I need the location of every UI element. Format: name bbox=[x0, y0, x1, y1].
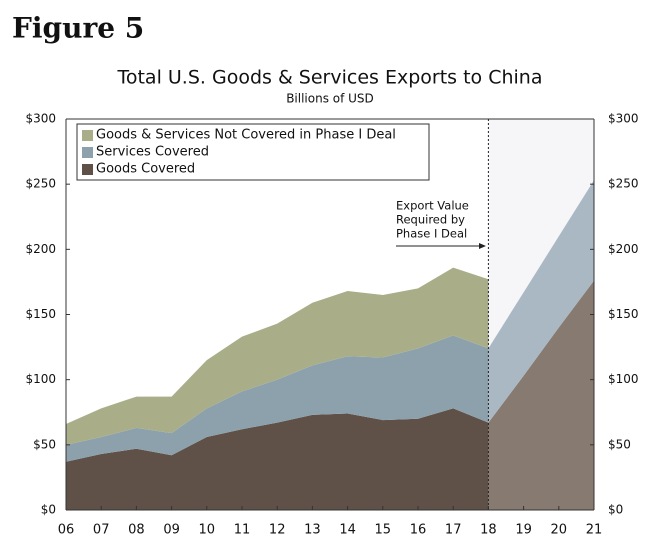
y2-tick-label: $250 bbox=[608, 177, 639, 191]
y-tick-label: $200 bbox=[25, 242, 56, 256]
x-tick-label: 12 bbox=[269, 523, 286, 538]
x-tick-label: 11 bbox=[234, 523, 251, 538]
area bbox=[66, 267, 489, 445]
x-tick-label: 06 bbox=[58, 523, 75, 538]
legend-label: Services Covered bbox=[96, 145, 209, 160]
y-tick-label: $0 bbox=[41, 503, 56, 517]
figure-label: Figure 5 bbox=[12, 12, 144, 45]
annotation: Required by bbox=[396, 213, 465, 227]
y-tick-label: $150 bbox=[25, 307, 56, 321]
x-tick-label: 17 bbox=[445, 523, 462, 538]
y2-tick-label: $0 bbox=[608, 503, 623, 517]
legend-box bbox=[76, 123, 430, 181]
x-tick-label: 09 bbox=[163, 523, 180, 538]
x-tick-label: 19 bbox=[515, 523, 532, 538]
y-tick-label: $50 bbox=[33, 437, 56, 451]
legend-label: Goods Covered bbox=[96, 162, 195, 177]
legend-swatch bbox=[82, 147, 93, 158]
legend-swatch bbox=[82, 130, 93, 141]
x-tick-label: 18 bbox=[480, 523, 497, 538]
x-tick-label: 10 bbox=[199, 523, 216, 538]
legend-swatch bbox=[82, 164, 93, 175]
x-tick-label: 08 bbox=[128, 523, 145, 538]
x-tick-label: 13 bbox=[304, 523, 321, 538]
chart-subtitle: Billions of USD bbox=[286, 92, 374, 106]
x-tick-label: 07 bbox=[93, 523, 110, 538]
annotation-arrowhead bbox=[479, 243, 486, 249]
x-tick-label: 14 bbox=[339, 523, 356, 538]
y-tick-label: $100 bbox=[25, 372, 56, 386]
projected-area bbox=[488, 180, 594, 423]
y2-tick-label: $50 bbox=[608, 437, 631, 451]
area bbox=[66, 335, 489, 462]
x-tick-label: 20 bbox=[551, 523, 568, 538]
annotation: Export Value bbox=[396, 199, 469, 213]
y2-tick-label: $100 bbox=[608, 372, 639, 386]
x-tick-label: 15 bbox=[375, 523, 392, 538]
x-tick-label: 21 bbox=[586, 523, 603, 538]
x-tick-label: 16 bbox=[410, 523, 427, 538]
y2-tick-label: $150 bbox=[608, 307, 639, 321]
area bbox=[66, 408, 489, 510]
projected-area bbox=[488, 280, 594, 510]
y2-tick-label: $300 bbox=[608, 112, 639, 126]
chart-title: Total U.S. Goods & Services Exports to C… bbox=[116, 67, 542, 89]
annotation: Phase I Deal bbox=[396, 227, 467, 241]
y2-tick-label: $200 bbox=[608, 242, 639, 256]
y-tick-label: $250 bbox=[25, 177, 56, 191]
y-tick-label: $300 bbox=[25, 112, 56, 126]
legend-label: Goods & Services Not Covered in Phase I … bbox=[96, 128, 396, 143]
